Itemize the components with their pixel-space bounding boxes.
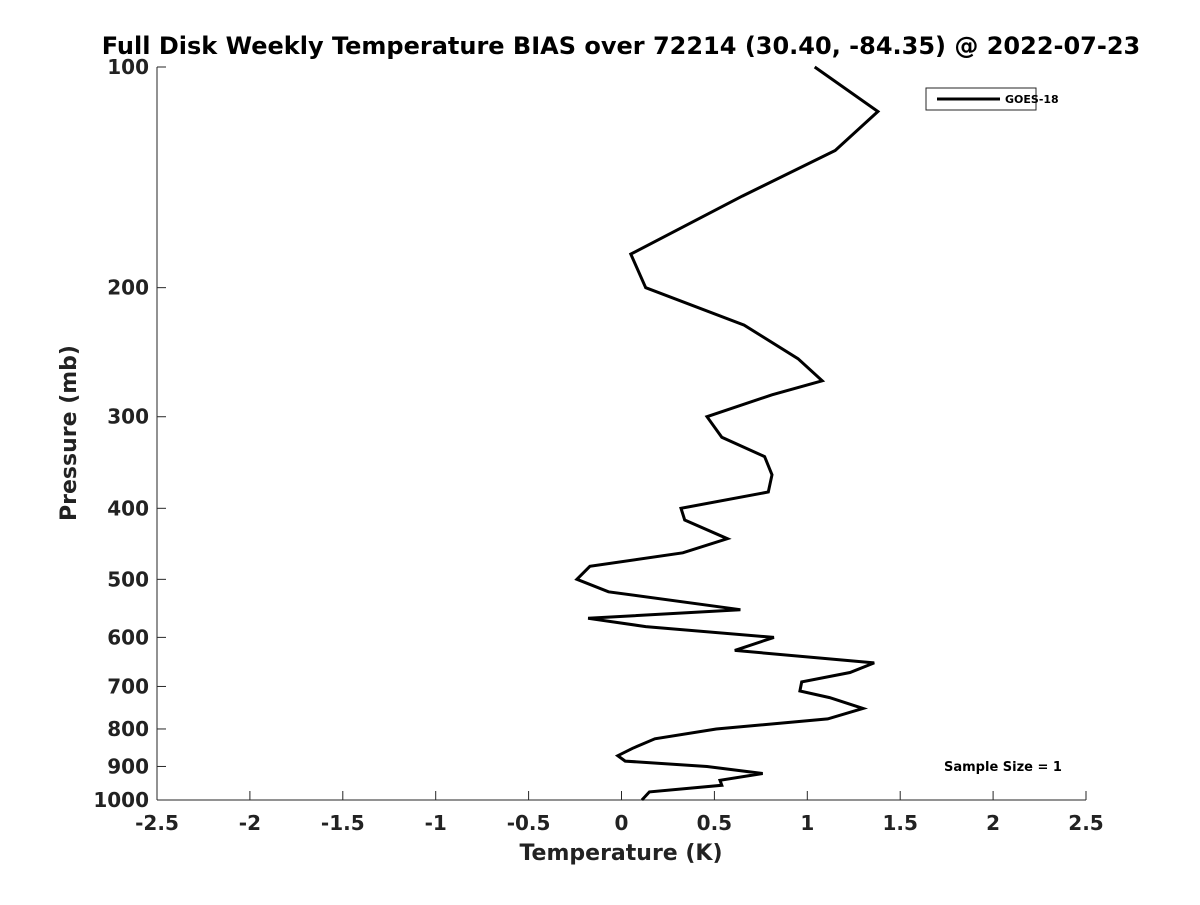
- x-tick-label: -1: [425, 811, 447, 835]
- y-ticks: 100 200 300 400 500 600 700 800 900 1000: [93, 55, 166, 812]
- x-ticks: -2.5 -2 -1.5 -1 -0.5 0 0.5 1 1.5 2 2.5: [135, 791, 1104, 835]
- y-tick-label: 500: [107, 567, 149, 591]
- y-tick-label: 900: [107, 754, 149, 778]
- x-tick-label: 0.5: [697, 811, 732, 835]
- y-tick-label: 1000: [93, 788, 149, 812]
- legend-label-goes-18: GOES-18: [1005, 93, 1059, 106]
- y-tick-label: 700: [107, 674, 149, 698]
- y-tick-label: 200: [107, 276, 149, 300]
- x-tick-label: 0: [615, 811, 629, 835]
- legend: GOES-18: [925, 87, 1059, 111]
- chart-title: Full Disk Weekly Temperature BIAS over 7…: [102, 32, 1141, 60]
- sample-size-annotation: Sample Size = 1: [944, 760, 1062, 775]
- y-axis-label: Pressure (mb): [57, 345, 82, 521]
- x-tick-label: -2: [239, 811, 261, 835]
- series-line-goes-18: [574, 65, 881, 802]
- y-tick-label: 100: [107, 55, 149, 79]
- y-tick-label: 300: [107, 405, 149, 429]
- x-tick-label: 1: [800, 811, 814, 835]
- x-axis-label: Temperature (K): [519, 841, 722, 866]
- x-tick-label: -2.5: [135, 811, 179, 835]
- x-tick-label: 2.5: [1068, 811, 1103, 835]
- x-tick-label: -0.5: [507, 811, 551, 835]
- y-tick-label: 600: [107, 625, 149, 649]
- series-group: [574, 65, 881, 802]
- y-tick-label: 800: [107, 717, 149, 741]
- x-tick-label: -1.5: [321, 811, 365, 835]
- x-tick-label: 1.5: [882, 811, 917, 835]
- x-tick-label: 2: [986, 811, 1000, 835]
- y-tick-label: 400: [107, 496, 149, 520]
- axes: [156, 67, 1086, 801]
